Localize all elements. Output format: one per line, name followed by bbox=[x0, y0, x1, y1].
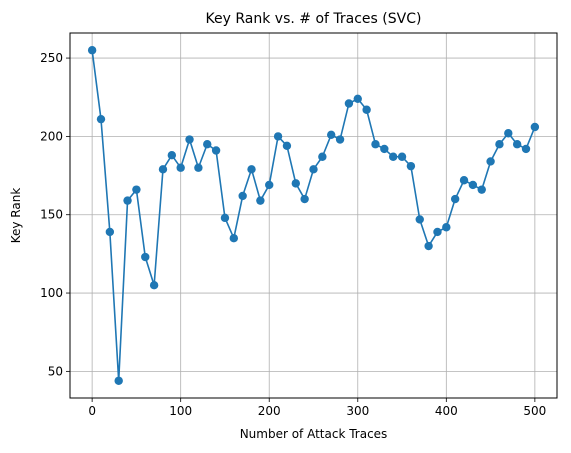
y-tick-label: 150 bbox=[40, 208, 63, 222]
data-point bbox=[424, 241, 433, 251]
data-point bbox=[96, 114, 106, 124]
y-axis-label: Key Rank bbox=[9, 188, 23, 244]
data-point bbox=[442, 223, 451, 232]
y-tick-label: 200 bbox=[40, 129, 63, 143]
plot-frame bbox=[69, 32, 558, 399]
x-tick-label: 400 bbox=[435, 404, 458, 418]
data-point bbox=[203, 140, 212, 149]
data-point bbox=[247, 165, 256, 174]
data-point bbox=[211, 146, 221, 155]
y-tick-label: 50 bbox=[48, 364, 63, 378]
data-point bbox=[220, 213, 230, 223]
data-point bbox=[185, 135, 194, 144]
data-point bbox=[380, 144, 389, 154]
x-tick-label: 500 bbox=[523, 404, 546, 418]
y-tick-label: 250 bbox=[40, 51, 63, 65]
data-point bbox=[141, 252, 150, 262]
data-point bbox=[273, 132, 283, 141]
data-point bbox=[194, 163, 203, 172]
data-point bbox=[486, 157, 495, 166]
data-point bbox=[353, 94, 362, 103]
data-point bbox=[335, 135, 345, 144]
data-point bbox=[167, 150, 177, 160]
data-point bbox=[132, 185, 141, 194]
data-point bbox=[530, 122, 540, 132]
data-point bbox=[521, 144, 531, 154]
x-tick-label: 300 bbox=[346, 404, 369, 418]
data-point bbox=[238, 191, 247, 201]
data-point bbox=[450, 194, 460, 204]
x-tick-label: 0 bbox=[88, 404, 96, 418]
data-point bbox=[495, 140, 504, 149]
data-point bbox=[433, 227, 442, 237]
data-point bbox=[291, 179, 300, 188]
x-tick-label: 200 bbox=[258, 404, 281, 418]
x-tick-label: 100 bbox=[169, 404, 192, 418]
series-layer bbox=[87, 46, 540, 385]
data-point bbox=[300, 194, 309, 204]
data-point bbox=[459, 176, 469, 185]
grid bbox=[70, 33, 557, 398]
x-axis-label: Number of Attack Traces bbox=[240, 427, 388, 441]
data-point bbox=[282, 141, 292, 150]
y-tick-label: 100 bbox=[40, 286, 63, 300]
axis-ticks: 0 100 200 300 400 500 50 100 150 200 250 bbox=[40, 51, 546, 418]
chart-title: Key Rank vs. # of Traces (SVC) bbox=[206, 11, 422, 27]
data-point bbox=[176, 163, 185, 172]
data-point bbox=[256, 196, 265, 205]
data-point bbox=[344, 99, 354, 108]
data-point bbox=[362, 105, 371, 114]
data-point bbox=[512, 140, 522, 149]
data-point bbox=[87, 46, 97, 55]
data-point bbox=[309, 165, 318, 174]
data-point bbox=[229, 234, 239, 243]
data-point bbox=[114, 376, 123, 385]
data-point bbox=[388, 152, 398, 161]
data-point bbox=[158, 165, 168, 174]
data-point bbox=[371, 140, 380, 149]
data-point bbox=[397, 152, 407, 161]
data-point bbox=[477, 185, 486, 194]
data-point bbox=[504, 129, 513, 138]
data-point bbox=[415, 215, 424, 224]
data-point bbox=[265, 180, 274, 190]
data-point bbox=[149, 281, 159, 290]
data-point bbox=[327, 130, 336, 140]
data-point bbox=[468, 180, 478, 190]
data-point bbox=[105, 227, 115, 237]
data-point bbox=[406, 161, 416, 171]
data-point bbox=[318, 152, 327, 161]
data-point bbox=[123, 196, 132, 205]
plot-area bbox=[70, 33, 557, 398]
